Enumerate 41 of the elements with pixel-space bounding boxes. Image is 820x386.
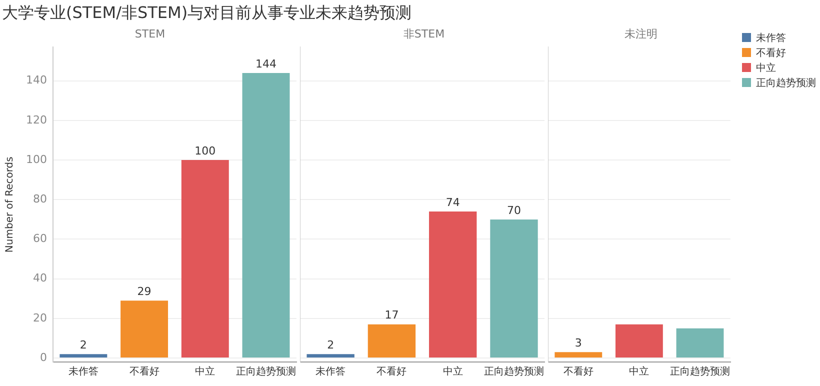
x-tick-label: 中立 <box>629 366 650 378</box>
x-tick-label: 正向趋势预测 <box>670 366 730 378</box>
legend-label: 正向趋势预测 <box>756 76 816 90</box>
bar <box>490 219 538 358</box>
y-axis-title: Number of Records <box>4 156 16 253</box>
data-label: 3 <box>574 336 582 350</box>
data-label: 2 <box>327 338 334 352</box>
bar <box>429 212 477 358</box>
x-tick-label: 不看好 <box>129 366 160 378</box>
y-tick-label: 80 <box>32 192 47 206</box>
chart-subtitle: 未注明 <box>624 27 658 40</box>
x-tick-label: 不看好 <box>563 366 594 378</box>
chart-subtitle: STEM <box>134 27 166 40</box>
data-label: 70 <box>507 204 521 217</box>
chart-title: 大学专业(STEM/非STEM)与对目前从事专业未来趋势预测 <box>1 2 413 24</box>
legend-label: 未作答 <box>756 32 786 44</box>
y-tick-label: 100 <box>26 152 47 166</box>
x-tick-label: 正向趋势预测 <box>236 366 296 378</box>
y-tick-label: 60 <box>32 232 47 246</box>
x-tick-label: 未作答 <box>68 366 98 378</box>
y-tick-label: 140 <box>26 74 47 87</box>
y-tick-label: 20 <box>32 311 47 324</box>
legend-label: 中立 <box>756 62 776 74</box>
y-tick-label: 0 <box>40 350 47 364</box>
y-tick-label: 120 <box>26 113 47 126</box>
bar <box>368 324 416 358</box>
y-tick-label: 40 <box>32 272 47 285</box>
data-label: 17 <box>384 308 399 322</box>
data-label: 74 <box>446 196 460 209</box>
bar <box>306 354 354 358</box>
x-tick-label: 中立 <box>195 366 216 378</box>
chart-subtitle: 非STEM <box>403 27 445 40</box>
x-tick-label: 不看好 <box>376 366 407 378</box>
legend-label: 不看好 <box>756 46 786 60</box>
x-tick-label: 中立 <box>442 366 463 378</box>
data-label: 100 <box>194 144 216 158</box>
data-label: 144 <box>256 57 276 70</box>
data-label: 2 <box>80 338 87 352</box>
x-tick-label: 正向趋势预测 <box>484 366 544 378</box>
data-label: 29 <box>137 284 152 298</box>
x-tick-label: 未作答 <box>316 366 346 378</box>
